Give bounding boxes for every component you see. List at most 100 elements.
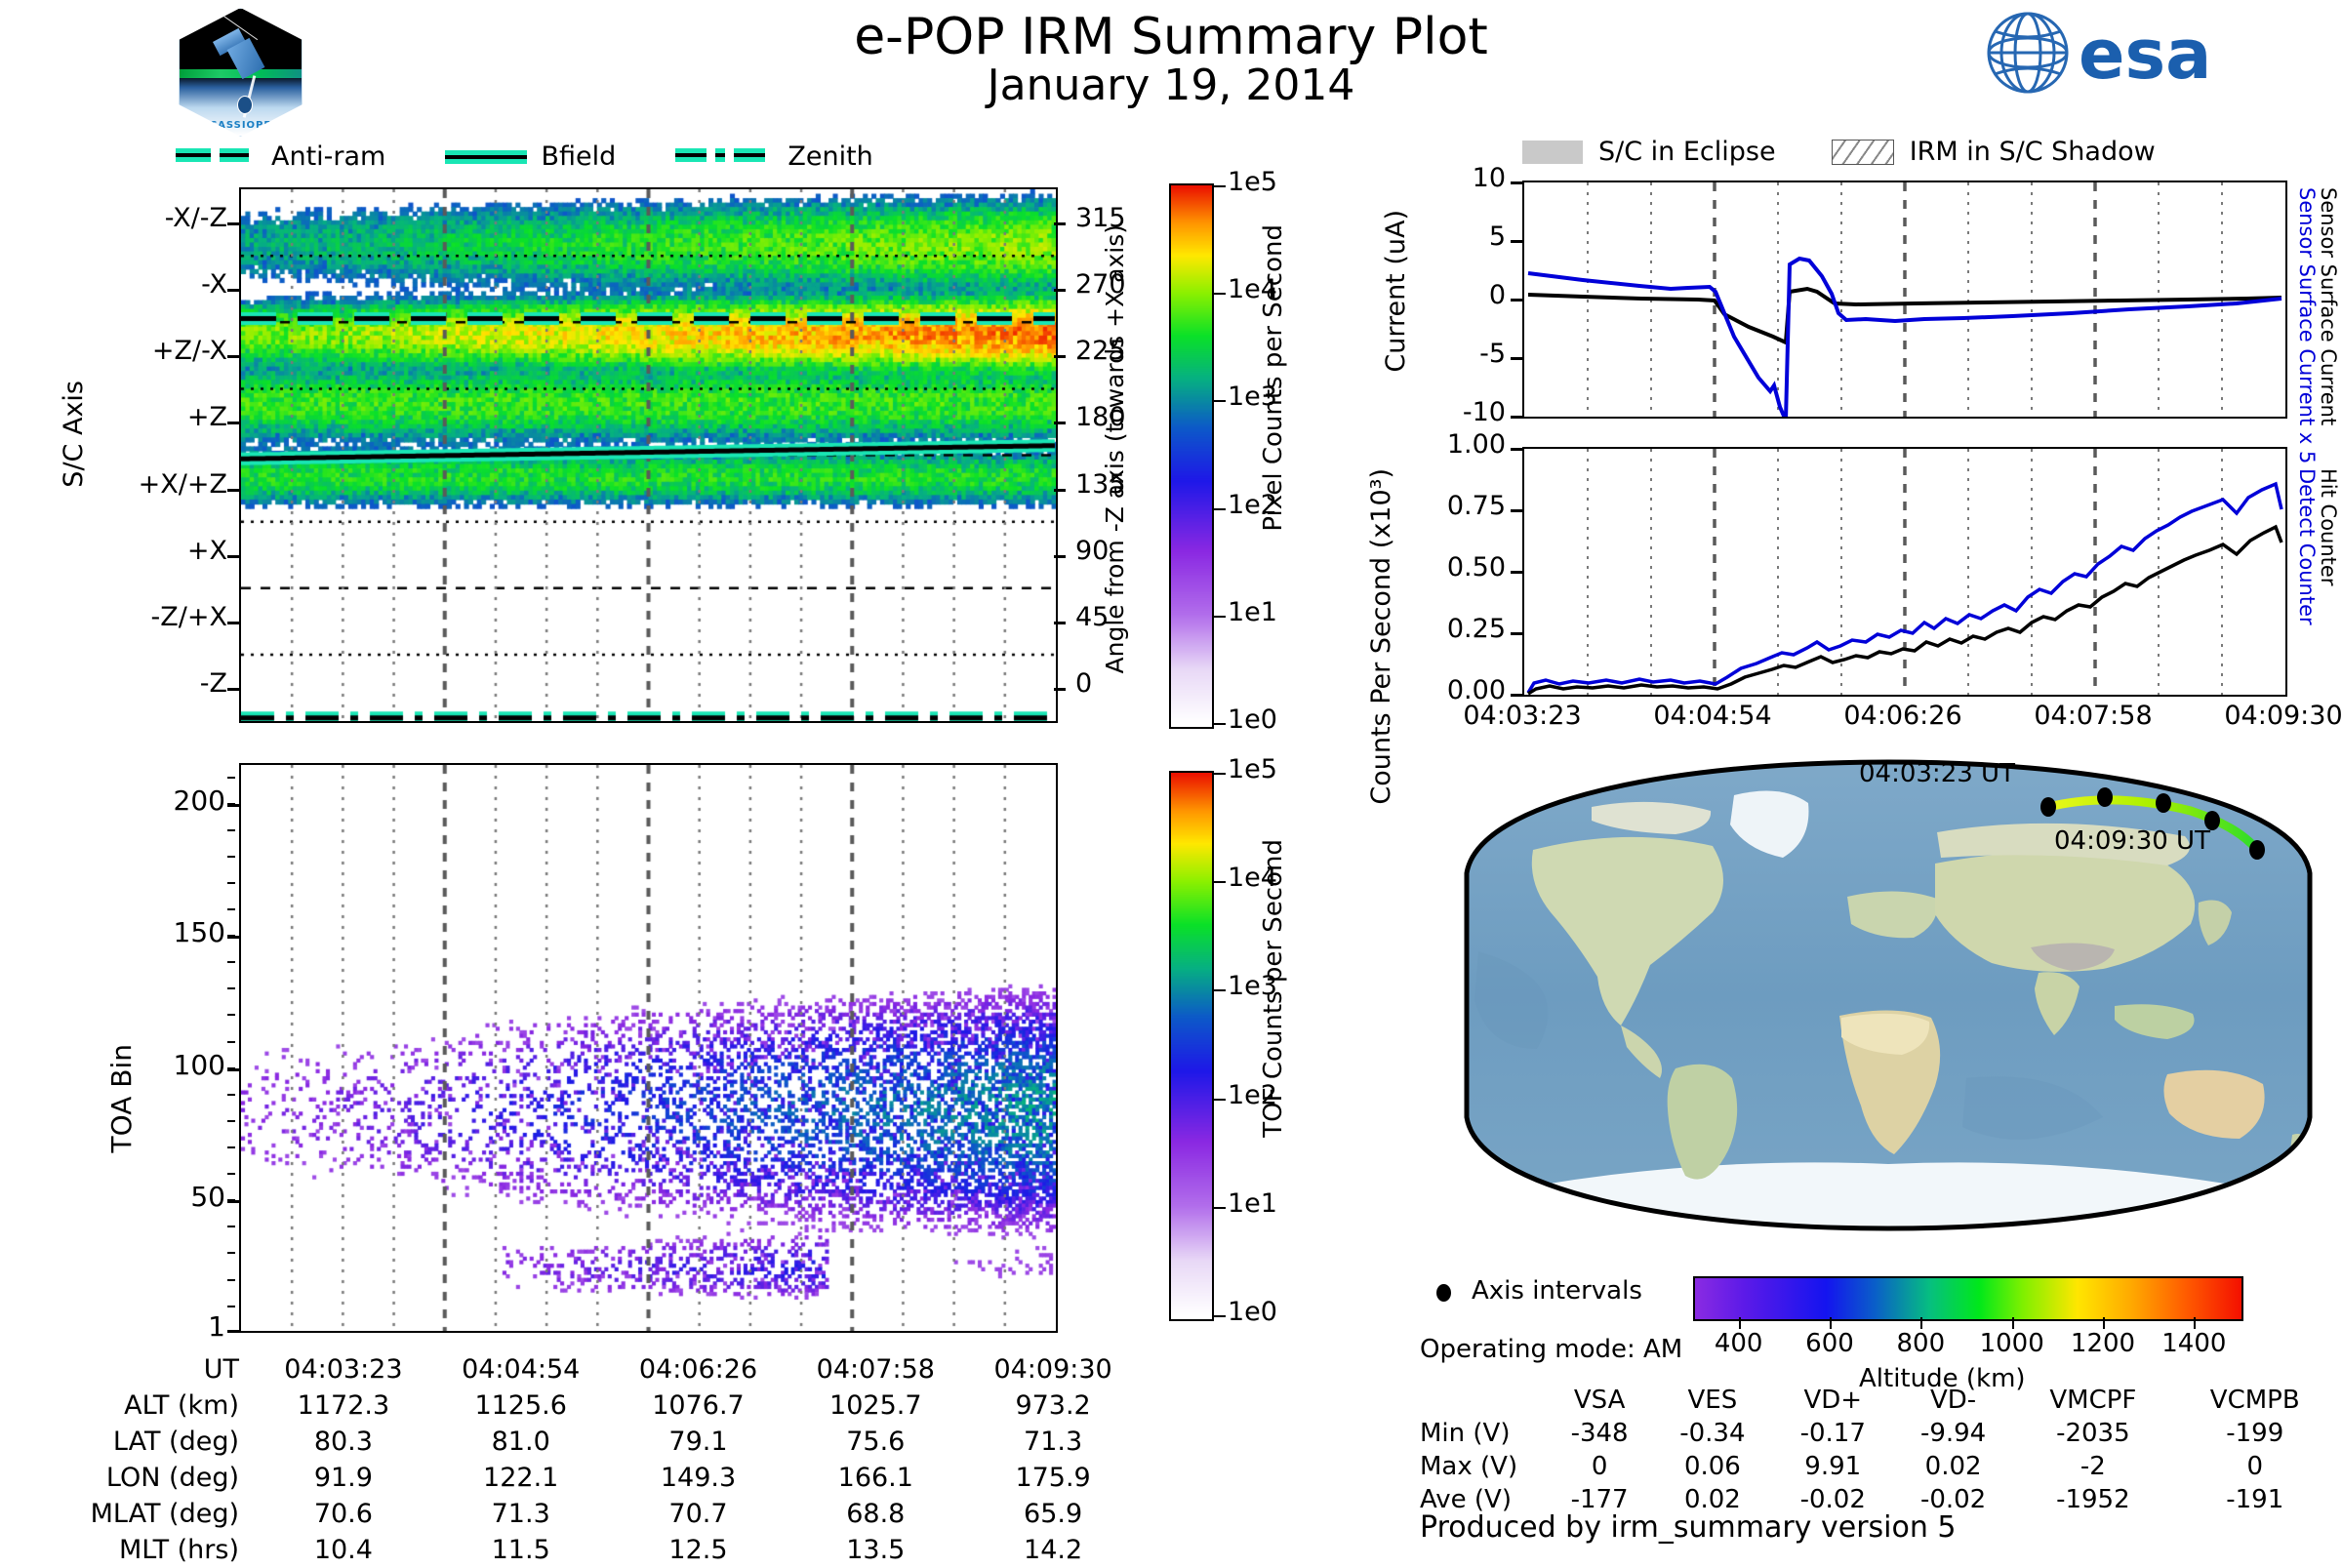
current-ylabel: Current (uA) (1381, 210, 1411, 373)
sc-axis-angle-tick-3: 180 (1075, 402, 1126, 433)
ephemeris-row: UT 04:03:23 04:04:54 04:06:26 04:07:58 04:09:… (59, 1351, 1142, 1387)
voltage-cell-1-5: 0 (2246, 1452, 2264, 1481)
voltage-cell-2-5: -191 (2226, 1485, 2284, 1514)
counts-ytick-mark-3 (1511, 632, 1522, 635)
counts-xtick-1: 04:04:54 (1653, 701, 1772, 731)
ephemeris-row: ALT (km) 1172.3 1125.6 1076.7 1025.7 973.2 (59, 1387, 1142, 1424)
current-plot[interactable] (1522, 181, 2287, 419)
map-start-time-label: 04:03:23 UT (1859, 759, 2015, 788)
toa-ytick-mark-0 (227, 803, 239, 807)
ephemeris-cell-0-3: 04:07:58 (816, 1354, 935, 1385)
sc-axis-angle-tick-7: 0 (1075, 667, 1093, 699)
toa-ytick-mark-3 (227, 1200, 239, 1204)
cassiope-logo: CASSIOPE (179, 8, 303, 137)
current-ytick-1: 5 (1488, 221, 1506, 252)
sc-axis-spectrogram[interactable] (239, 187, 1058, 723)
ephemeris-cell-2-1: 81.0 (491, 1427, 550, 1457)
sc-axis-angle-tick-6: 45 (1075, 601, 1110, 632)
cassiope-badge-icon (236, 96, 253, 114)
toa-minor-tick (227, 908, 235, 911)
sc-axis-angle-tick-0: 315 (1075, 203, 1126, 234)
cassiope-wordmark: CASSIOPE (209, 120, 272, 131)
counts-ytick-0: 1.00 (1446, 429, 1506, 460)
current-right-ylabel-blue: Sensor Surface Current x 5 (2295, 187, 2319, 464)
counts-ytick-3: 0.25 (1446, 614, 1506, 644)
ephemeris-cell-4-0: 70.6 (313, 1499, 373, 1529)
ephemeris-cell-3-4: 175.9 (1015, 1463, 1091, 1493)
pixel-cbar-tick-4 (1212, 615, 1226, 618)
ephemeris-row-label-1: ALT (km) (124, 1390, 239, 1421)
ephemeris-cell-1-3: 1025.7 (829, 1390, 922, 1421)
altitude-colorbar (1693, 1276, 2243, 1321)
toa-minor-tick (227, 855, 235, 858)
sc-axis-ytick-1: -X (201, 269, 227, 301)
tof-cbar-tick-5 (1212, 1315, 1226, 1317)
pixel-cbar-label-0: 1e5 (1228, 167, 1277, 197)
toa-ytick-0: 200 (173, 784, 225, 817)
esa-logo: esa (1981, 10, 2322, 96)
ephemeris-cell-5-0: 10.4 (313, 1535, 373, 1565)
sc-axis-angle-tick-5: 90 (1075, 535, 1110, 566)
tof-cbar-tick-3 (1212, 1098, 1226, 1101)
sc-axis-ytick-mark-4 (227, 488, 239, 492)
voltage-cell-1-1: 0.06 (1683, 1452, 1741, 1481)
tof-cbar-label-0: 1e5 (1228, 754, 1277, 784)
ephemeris-cell-5-2: 12.5 (668, 1535, 728, 1565)
ephemeris-cell-5-1: 11.5 (491, 1535, 550, 1565)
map-end-time-label: 04:09:30 UT (2054, 826, 2210, 856)
sc-axis-ytick-3: +Z (186, 402, 227, 433)
counts-xtick-4: 04:09:30 (2224, 701, 2342, 731)
ephemeris-cell-0-1: 04:04:54 (462, 1354, 581, 1385)
toa-minor-tick (227, 1040, 235, 1043)
toa-minor-tick (227, 1173, 235, 1176)
current-ytick-0: 10 (1472, 163, 1506, 193)
ephemeris-cell-0-0: 04:03:23 (284, 1354, 403, 1385)
ephemeris-row: LON (deg) 91.9 122.1 149.3 166.1 175.9 (59, 1460, 1142, 1496)
sc-axis-angle-tick-mark-3 (1054, 422, 1066, 425)
sc-axis-ytick-5: +X (186, 535, 227, 566)
counts-xtick-2: 04:06:26 (1843, 701, 1962, 731)
voltage-row: Max (V) 0 0.06 9.91 0.02 -2 0 (1420, 1450, 2337, 1483)
altitude-tick-1 (1830, 1317, 1832, 1329)
voltage-table-grid: VSA VES VD+ VD- VMCPF VCMPB Min (V) -348 -0.34 -… (1420, 1384, 2337, 1516)
toa-ytick-3: 50 (190, 1181, 225, 1214)
cassiope-hex-badge: CASSIOPE (179, 8, 303, 137)
sc-axis-legend: Anti-ram Bfield Zenith (176, 141, 1034, 175)
voltage-col-header-5: VCMPB (2209, 1386, 2300, 1415)
toa-bin-spectrogram[interactable] (239, 763, 1058, 1333)
tof-cbar-tick-4 (1212, 1206, 1226, 1209)
sc-axis-ytick-0: -X/-Z (164, 203, 227, 234)
voltage-summary-table: VSA VES VD+ VD- VMCPF VCMPB Min (V) -348 -0.34 -… (1420, 1384, 2337, 1516)
ephemeris-row: LAT (deg) 80.3 81.0 79.1 75.6 71.3 (59, 1424, 1142, 1460)
ephemeris-cell-1-1: 1125.6 (474, 1390, 567, 1421)
ephemeris-row-label-4: MLAT (deg) (90, 1499, 239, 1529)
voltage-col-header-1: VES (1687, 1386, 1738, 1415)
orbit-ground-track-map[interactable]: 04:03:23 UT 04:09:30 UT (1420, 756, 2342, 1234)
counts-plot[interactable] (1522, 447, 2287, 697)
toa-minor-tick (227, 802, 235, 805)
sc-axis-ytick-2: +Z/-X (151, 336, 227, 367)
toa-minor-tick (227, 828, 235, 831)
shadow-hatch-swatch-icon (1831, 139, 1894, 165)
voltage-col-header-4: VMCPF (2049, 1386, 2137, 1415)
page-subtitle-date: January 19, 2014 (987, 60, 1355, 110)
tof-cbar-tick-1 (1212, 881, 1226, 884)
pixel-cbar-tick-1 (1212, 293, 1226, 296)
counts-ytick-2: 0.50 (1446, 552, 1506, 583)
sc-axis-angle-tick-mark-6 (1054, 621, 1066, 624)
pixel-cbar-tick-3 (1212, 507, 1226, 510)
svg-text:esa: esa (2079, 15, 2211, 95)
current-ytick-mark-1 (1511, 240, 1522, 243)
pixel-cbar-tick-5 (1212, 723, 1226, 725)
voltage-cell-1-3: 0.02 (1924, 1452, 1982, 1481)
operating-mode-label: Operating mode: AM (1420, 1335, 1683, 1364)
legend-label-zenith: Zenith (787, 141, 873, 172)
map-outline (1464, 759, 2313, 1231)
tof-cbar-label-1: 1e4 (1228, 863, 1277, 894)
voltage-col-header-3: VD- (1930, 1386, 1977, 1415)
ephemeris-cell-2-4: 71.3 (1024, 1427, 1083, 1457)
tof-cbar-tick-2 (1212, 989, 1226, 992)
sc-axis-ytick-mark-5 (227, 554, 239, 558)
legend-label-sc-eclipse: S/C in Eclipse (1598, 137, 1776, 167)
tof-cbar-label-2: 1e3 (1228, 971, 1277, 1002)
